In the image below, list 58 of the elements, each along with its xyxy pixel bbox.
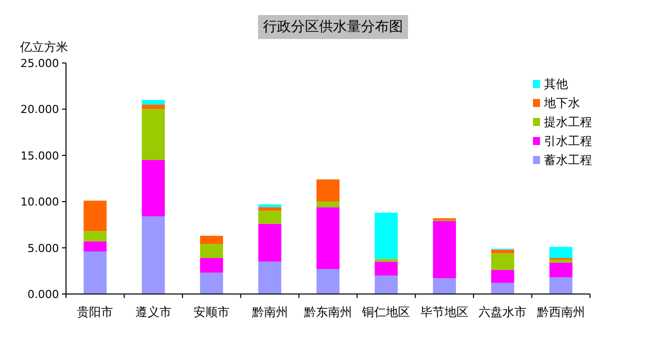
bar [84, 251, 107, 294]
y-tick-label: 5.000 [28, 242, 59, 255]
y-axis-title: 亿立方米 [19, 40, 68, 54]
y-tick-label: 0.000 [28, 288, 59, 301]
legend-label: 引水工程 [544, 134, 592, 148]
x-tick-label: 安顺市 [194, 305, 230, 319]
x-tick-label: 遵义市 [135, 305, 172, 319]
legend-label: 蓄水工程 [544, 153, 592, 167]
bar [200, 244, 224, 258]
bar [374, 276, 398, 294]
bar [432, 221, 456, 278]
bar [258, 204, 282, 208]
bar [549, 262, 572, 278]
bar [316, 269, 340, 294]
bar [142, 216, 165, 294]
bar [142, 160, 165, 216]
bar [491, 282, 514, 294]
bar [316, 179, 340, 202]
x-tick-label: 六盘水市 [478, 305, 527, 319]
bar [316, 202, 340, 208]
bar [491, 253, 514, 270]
bar [316, 207, 340, 270]
bar [374, 258, 398, 262]
bar [432, 278, 456, 294]
legend-label: 地下水 [543, 96, 580, 110]
bar [258, 262, 282, 294]
bar [258, 224, 282, 262]
bar [549, 277, 572, 294]
bar [142, 104, 165, 110]
bar [258, 210, 282, 224]
x-tick-label: 黔东南州 [303, 305, 352, 319]
x-tick-label: 毕节地区 [420, 305, 468, 319]
bar [200, 272, 224, 294]
legend-label: 提水工程 [544, 115, 592, 129]
bar [491, 250, 514, 254]
bar [84, 200, 107, 232]
bar [491, 270, 514, 283]
y-tick-label: 15.000 [20, 149, 59, 162]
x-tick-label: 黔西南州 [536, 305, 585, 319]
bar [84, 231, 107, 242]
x-tick-label: 贵阳市 [77, 305, 114, 319]
x-tick-label: 黔南州 [250, 305, 288, 319]
bar [200, 236, 224, 244]
y-tick-label: 25.000 [20, 57, 59, 70]
bar [374, 262, 398, 276]
bar [258, 207, 282, 211]
legend-label: 其他 [544, 77, 568, 91]
y-tick-label: 10.000 [20, 196, 59, 209]
bar [549, 246, 572, 258]
bar [374, 212, 398, 259]
chart-title: 行政分区供水量分布图 [263, 19, 403, 35]
bar [84, 241, 107, 252]
bar [200, 258, 224, 273]
bar [142, 100, 165, 105]
bar [142, 109, 165, 160]
bar [549, 260, 572, 263]
y-tick-label: 20.000 [20, 103, 59, 116]
x-tick-label: 铜仁地区 [361, 305, 410, 319]
